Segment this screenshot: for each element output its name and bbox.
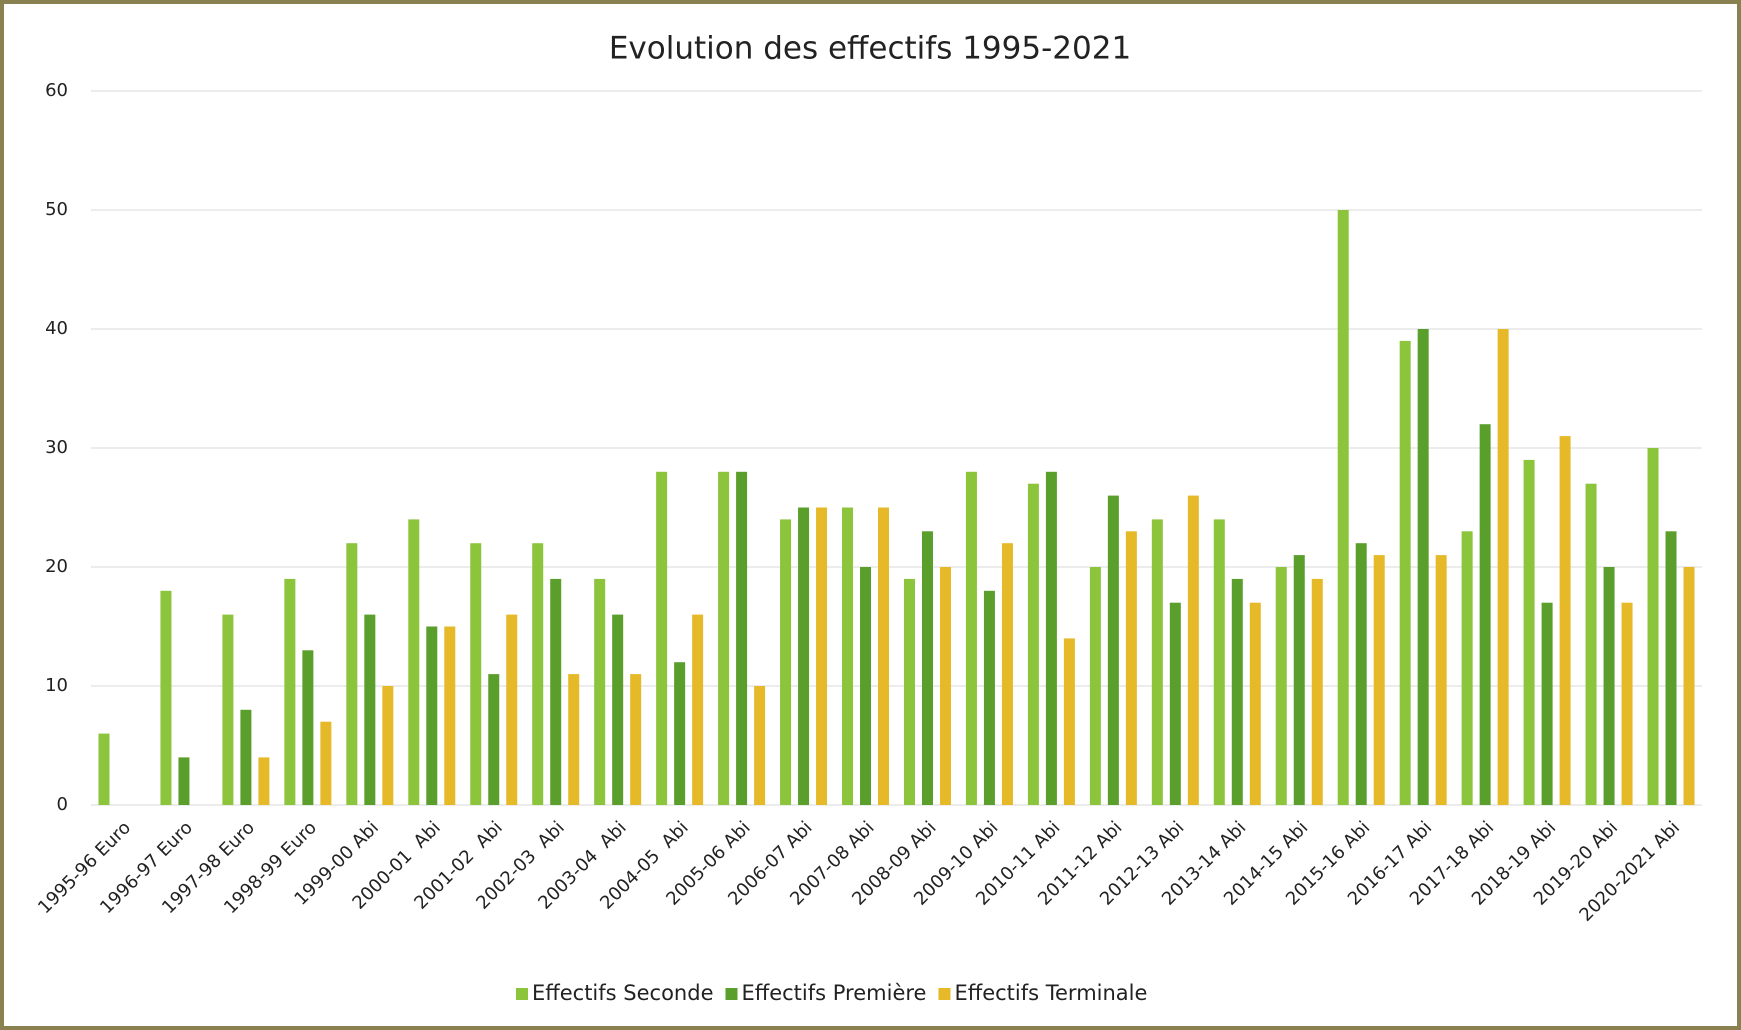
bar (98, 733, 110, 805)
bar (1249, 602, 1261, 805)
legend-swatch (725, 988, 738, 1000)
bar (630, 674, 642, 805)
bar (798, 507, 810, 805)
bar (692, 614, 704, 805)
bar (364, 614, 376, 805)
bar (1001, 543, 1013, 805)
y-tick-label: 20 (45, 556, 68, 577)
legend-swatch (516, 988, 528, 1000)
bar (1435, 555, 1447, 805)
bar (568, 674, 580, 805)
bar (532, 543, 544, 805)
bar (1621, 602, 1633, 805)
bar (426, 626, 438, 805)
bar (1541, 602, 1553, 805)
bar (965, 471, 977, 805)
bar (1027, 483, 1039, 805)
bar (612, 614, 624, 805)
y-tick-label: 30 (45, 437, 68, 458)
bar (983, 590, 995, 805)
y-tick-label: 0 (57, 794, 68, 815)
bar (736, 471, 748, 805)
bar (382, 686, 394, 805)
bar (1169, 602, 1181, 805)
bar (160, 590, 172, 805)
bar (1275, 567, 1287, 805)
bar (842, 507, 854, 805)
bar (594, 578, 606, 805)
bar (302, 650, 314, 805)
bar (1603, 567, 1615, 805)
bar (1231, 578, 1243, 805)
bar (488, 674, 500, 805)
bar (178, 757, 190, 805)
chart-title: Evolution des effectifs 1995-2021 (609, 31, 1131, 67)
bar (258, 757, 270, 805)
bar (1355, 543, 1367, 805)
bar (1399, 340, 1411, 805)
bar (1311, 578, 1323, 805)
bar (284, 578, 296, 805)
y-tick-label: 50 (45, 199, 68, 220)
bar (444, 626, 456, 805)
bar (780, 519, 792, 805)
bar (1151, 519, 1163, 805)
bar (939, 567, 951, 805)
bar (1187, 495, 1199, 805)
bar (346, 543, 358, 805)
bar (506, 614, 518, 805)
y-tick-label: 60 (45, 80, 68, 101)
bar (656, 471, 668, 805)
legend-label: Effectifs Seconde (532, 981, 713, 1005)
legend-label: Effectifs Terminale (954, 981, 1147, 1005)
legend-label: Effectifs Première (741, 981, 926, 1005)
bar (1089, 567, 1101, 805)
bar (921, 531, 933, 805)
bar (1479, 424, 1491, 805)
bar (320, 721, 332, 805)
bar (1523, 459, 1535, 805)
bar (903, 578, 915, 805)
bar (1647, 448, 1659, 805)
bar (1665, 531, 1677, 805)
bar (1373, 555, 1385, 805)
bar (1213, 519, 1225, 805)
bar (860, 567, 872, 805)
bar (1585, 483, 1597, 805)
bar (816, 507, 828, 805)
bar (1045, 471, 1057, 805)
bar (1125, 531, 1137, 805)
bar (1107, 495, 1119, 805)
bar (550, 578, 562, 805)
bar (1337, 210, 1349, 805)
bar (470, 543, 482, 805)
bar (1461, 531, 1473, 805)
bar (1559, 436, 1571, 805)
bar (222, 614, 234, 805)
bar (1063, 638, 1075, 805)
bar (1293, 555, 1305, 805)
y-tick-label: 10 (45, 675, 68, 696)
bar (1417, 329, 1429, 805)
bar (718, 471, 730, 805)
bar (1683, 567, 1695, 805)
bar (754, 686, 766, 805)
bar (674, 662, 686, 805)
bar (878, 507, 890, 805)
bar (240, 709, 252, 805)
bar (408, 519, 420, 805)
legend-swatch (938, 988, 951, 1000)
y-tick-label: 40 (45, 318, 68, 339)
bar (1497, 329, 1509, 805)
